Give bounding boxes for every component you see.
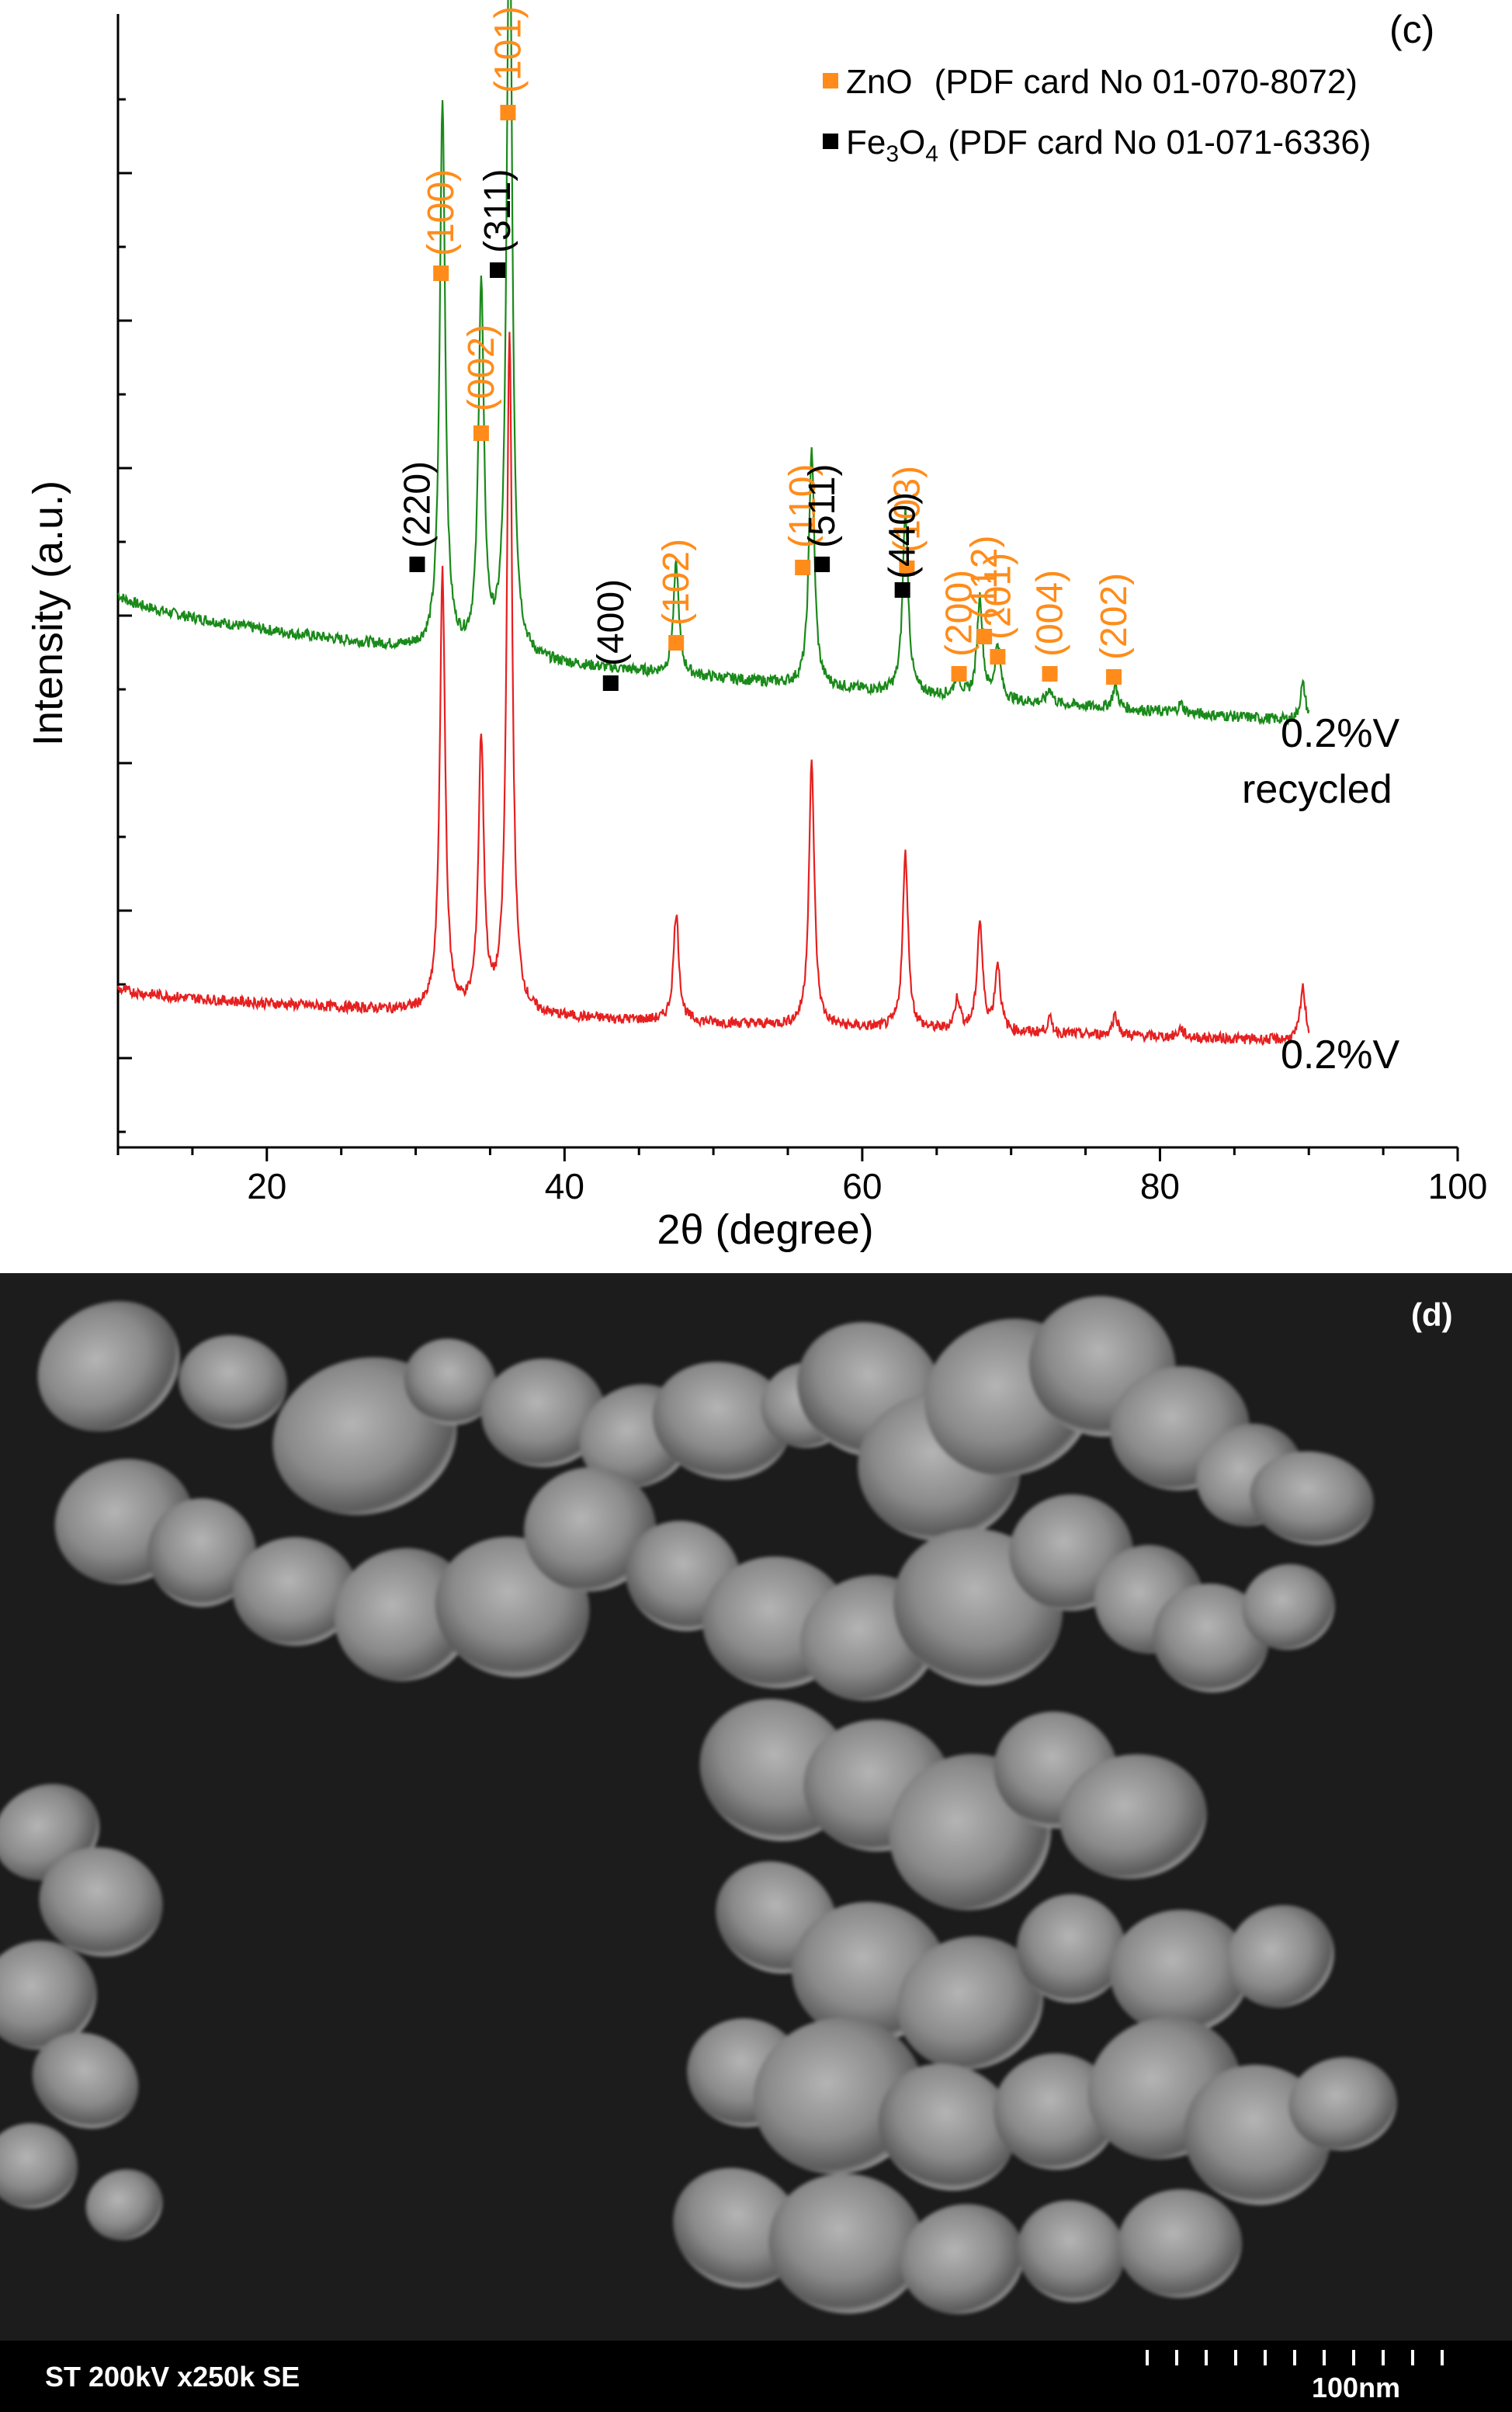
peak-marker bbox=[951, 666, 967, 682]
peak-marker bbox=[500, 105, 516, 120]
series-label: 0.2%V bbox=[1281, 1032, 1400, 1078]
nanoparticle bbox=[39, 1847, 163, 1957]
peak-marker bbox=[894, 582, 910, 598]
nanoparticle bbox=[37, 1300, 180, 1432]
x-tick-label: 100 bbox=[1428, 1166, 1488, 1206]
nanoparticle bbox=[524, 1466, 656, 1592]
peak-label: (103) bbox=[886, 466, 928, 553]
scale-bar bbox=[1146, 2350, 1444, 2365]
nanoparticle bbox=[233, 1536, 357, 1647]
peak-label: (112) bbox=[964, 536, 1005, 620]
nanoparticle bbox=[1227, 1904, 1334, 2008]
series-line-fresh bbox=[116, 331, 1310, 1046]
nanoparticle bbox=[1110, 1909, 1250, 2035]
sem-panel-label: (d) bbox=[1411, 1296, 1453, 1333]
nanoparticle bbox=[900, 2204, 1025, 2314]
peak-label: (202) bbox=[1094, 573, 1135, 660]
nanoparticle bbox=[1250, 1451, 1374, 1546]
xrd-chart: (c) ZnO (PDF card No 01-070-8072) Fe3O4 (P… bbox=[25, 0, 1488, 1253]
nanoparticle bbox=[896, 1935, 1044, 2070]
nanoparticle bbox=[0, 2122, 78, 2209]
nanoparticle bbox=[334, 1548, 473, 1681]
peak-label: (400) bbox=[591, 579, 632, 666]
xrd-chart-panel: (c) ZnO (PDF card No 01-070-8072) Fe3O4 (P… bbox=[25, 0, 1488, 1253]
peak-label: (220) bbox=[397, 461, 438, 548]
sem-image bbox=[0, 1273, 1512, 2412]
nanoparticle bbox=[1017, 2200, 1125, 2303]
nanoparticle bbox=[179, 1334, 287, 1429]
legend-marker bbox=[823, 134, 838, 149]
nanoparticle bbox=[404, 1338, 497, 1425]
nanoparticle bbox=[994, 2053, 1118, 2171]
chart-legend: ZnO (PDF card No 01-070-8072) Fe3O4 (PDF c… bbox=[823, 63, 1372, 167]
legend-entry: Fe3O4 (PDF card No 01-071-6336) bbox=[846, 123, 1372, 167]
y-axis-title: Intensity (a.u.) bbox=[25, 481, 71, 746]
sem-info-text: ST 200kV x250k SE bbox=[45, 2361, 300, 2393]
nanoparticle bbox=[878, 2063, 1016, 2191]
peak-label: (201) bbox=[977, 553, 1018, 640]
x-tick-label: 40 bbox=[545, 1166, 584, 1206]
peak-label: (101) bbox=[487, 6, 529, 93]
peak-marker bbox=[473, 425, 489, 441]
xrd-panel-label: (c) bbox=[1389, 8, 1434, 51]
series-labels: 0.2%V recycled 0.2%V bbox=[1242, 711, 1400, 1078]
x-tick-label: 60 bbox=[842, 1166, 882, 1206]
peak-label: (100) bbox=[421, 169, 462, 256]
peak-marker bbox=[814, 557, 831, 572]
peak-label: (102) bbox=[656, 539, 697, 626]
peak-label: (002) bbox=[461, 324, 502, 411]
peak-marker bbox=[602, 675, 619, 691]
peak-marker bbox=[1042, 666, 1058, 682]
nanoparticle bbox=[1288, 2056, 1397, 2151]
nanoparticle bbox=[1017, 1894, 1125, 2003]
peak-marker bbox=[899, 560, 915, 576]
x-tick-label: 20 bbox=[247, 1166, 286, 1206]
nanoparticle bbox=[85, 2169, 163, 2240]
peak-label: (311) bbox=[477, 169, 518, 254]
sem-micrograph: (d) ST 200kV x250k SE 100nm bbox=[0, 1273, 1512, 2412]
peak-marker bbox=[976, 629, 993, 644]
legend-entry: ZnO (PDF card No 01-070-8072) bbox=[846, 63, 1358, 101]
chart-axes: 20 40 60 80 100 bbox=[116, 14, 1488, 1206]
nanoparticle bbox=[1059, 1754, 1207, 1879]
chart-traces bbox=[116, 0, 1310, 1046]
peak-marker bbox=[668, 635, 685, 651]
legend-marker bbox=[823, 73, 838, 88]
nanoparticle bbox=[1153, 1583, 1269, 1693]
nanoparticle bbox=[1242, 1563, 1335, 1650]
peak-label: (440) bbox=[883, 492, 924, 579]
peak-annotations: (100) (002) (101) (102) (110) (103) (200)(112)… bbox=[397, 6, 1135, 691]
nanoparticle bbox=[147, 1498, 256, 1607]
peak-label: (004) bbox=[1030, 570, 1071, 657]
peak-marker bbox=[795, 560, 811, 575]
series-label: recycled bbox=[1242, 767, 1392, 812]
nanoparticle bbox=[652, 1362, 792, 1480]
peak-label: (511) bbox=[802, 464, 843, 549]
series-line-recycled bbox=[117, 0, 1310, 726]
scale-bar-label: 100nm bbox=[1312, 2372, 1401, 2403]
peak-marker bbox=[1105, 669, 1122, 685]
peak-label: (110) bbox=[782, 464, 824, 549]
nanoparticle bbox=[673, 2167, 802, 2289]
nanoparticle bbox=[0, 1940, 97, 2050]
peak-marker bbox=[490, 262, 506, 278]
peak-marker bbox=[990, 649, 1006, 665]
nanoparticle bbox=[481, 1358, 605, 1468]
x-axis-title: 2θ (degree) bbox=[657, 1206, 873, 1253]
sem-info-bar: ST 200kV x250k SE 100nm bbox=[0, 2341, 1512, 2412]
peak-label: (200) bbox=[939, 570, 980, 657]
peak-marker bbox=[409, 557, 425, 572]
nanoparticle bbox=[1118, 2188, 1242, 2299]
series-label: 0.2%V bbox=[1281, 711, 1400, 756]
nanoparticle bbox=[768, 2173, 924, 2314]
x-tick-label: 80 bbox=[1140, 1166, 1180, 1206]
peak-marker bbox=[433, 265, 449, 281]
nanoparticle bbox=[32, 2032, 139, 2129]
